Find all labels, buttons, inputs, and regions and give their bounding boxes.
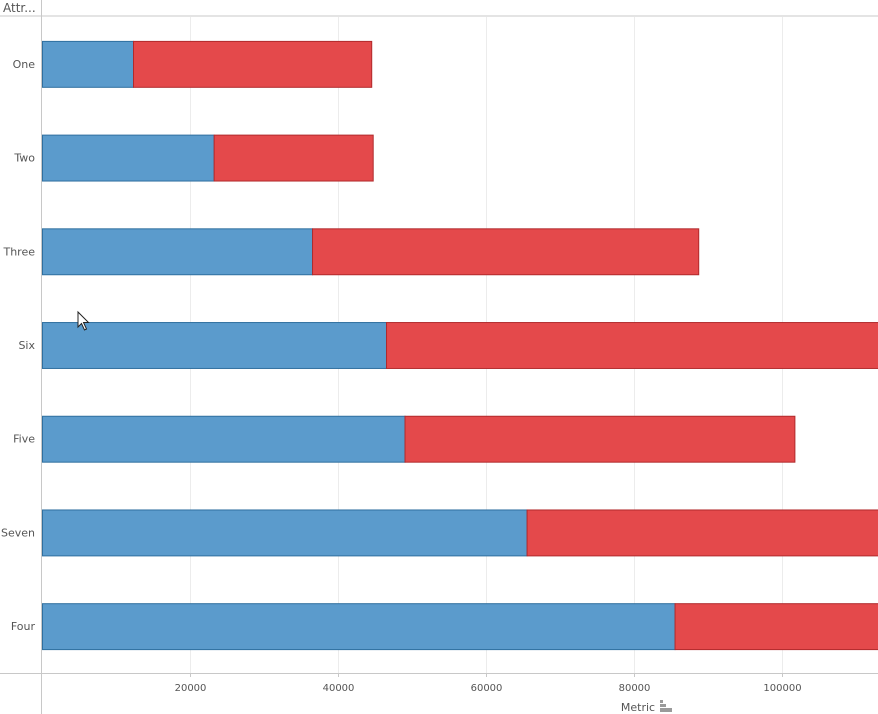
bar-five-segment-1[interactable] bbox=[42, 415, 406, 463]
x-tick-label: 20000 bbox=[175, 683, 207, 694]
bar-seven-segment-2[interactable] bbox=[526, 509, 878, 557]
category-label: Two bbox=[13, 152, 35, 165]
bar-two-segment-2[interactable] bbox=[213, 134, 374, 182]
bar-six-segment-1[interactable] bbox=[42, 322, 388, 369]
header-label[interactable]: Attr... bbox=[3, 1, 36, 15]
bar-four-segment-2[interactable] bbox=[674, 603, 878, 651]
category-label: Four bbox=[11, 620, 36, 633]
bar-three-segment-2[interactable] bbox=[312, 228, 700, 276]
category-label: Five bbox=[13, 433, 35, 446]
category-label: Six bbox=[18, 339, 35, 352]
bar-seven-segment-1[interactable] bbox=[42, 509, 528, 557]
category-label: Three bbox=[2, 245, 35, 258]
mouse-pointer-icon bbox=[77, 310, 90, 331]
x-tick-label: 100000 bbox=[763, 683, 801, 694]
category-label: Seven bbox=[1, 526, 35, 539]
bar-one-segment-2[interactable] bbox=[132, 40, 373, 88]
x-tick-label: 60000 bbox=[471, 683, 503, 694]
x-axis-title: Metric bbox=[621, 701, 655, 714]
bar-two-segment-1[interactable] bbox=[42, 134, 215, 182]
bar-six-segment-2[interactable] bbox=[386, 322, 878, 369]
bar-one-segment-1[interactable] bbox=[42, 40, 134, 88]
bar-four-segment-1[interactable] bbox=[42, 603, 676, 651]
bar-five-segment-2[interactable] bbox=[404, 415, 796, 463]
x-tick-label: 80000 bbox=[619, 683, 651, 694]
x-tick-label: 40000 bbox=[323, 683, 355, 694]
bar-three-segment-1[interactable] bbox=[42, 228, 314, 276]
sort-bars-icon[interactable] bbox=[660, 700, 672, 712]
category-label: One bbox=[13, 58, 36, 71]
